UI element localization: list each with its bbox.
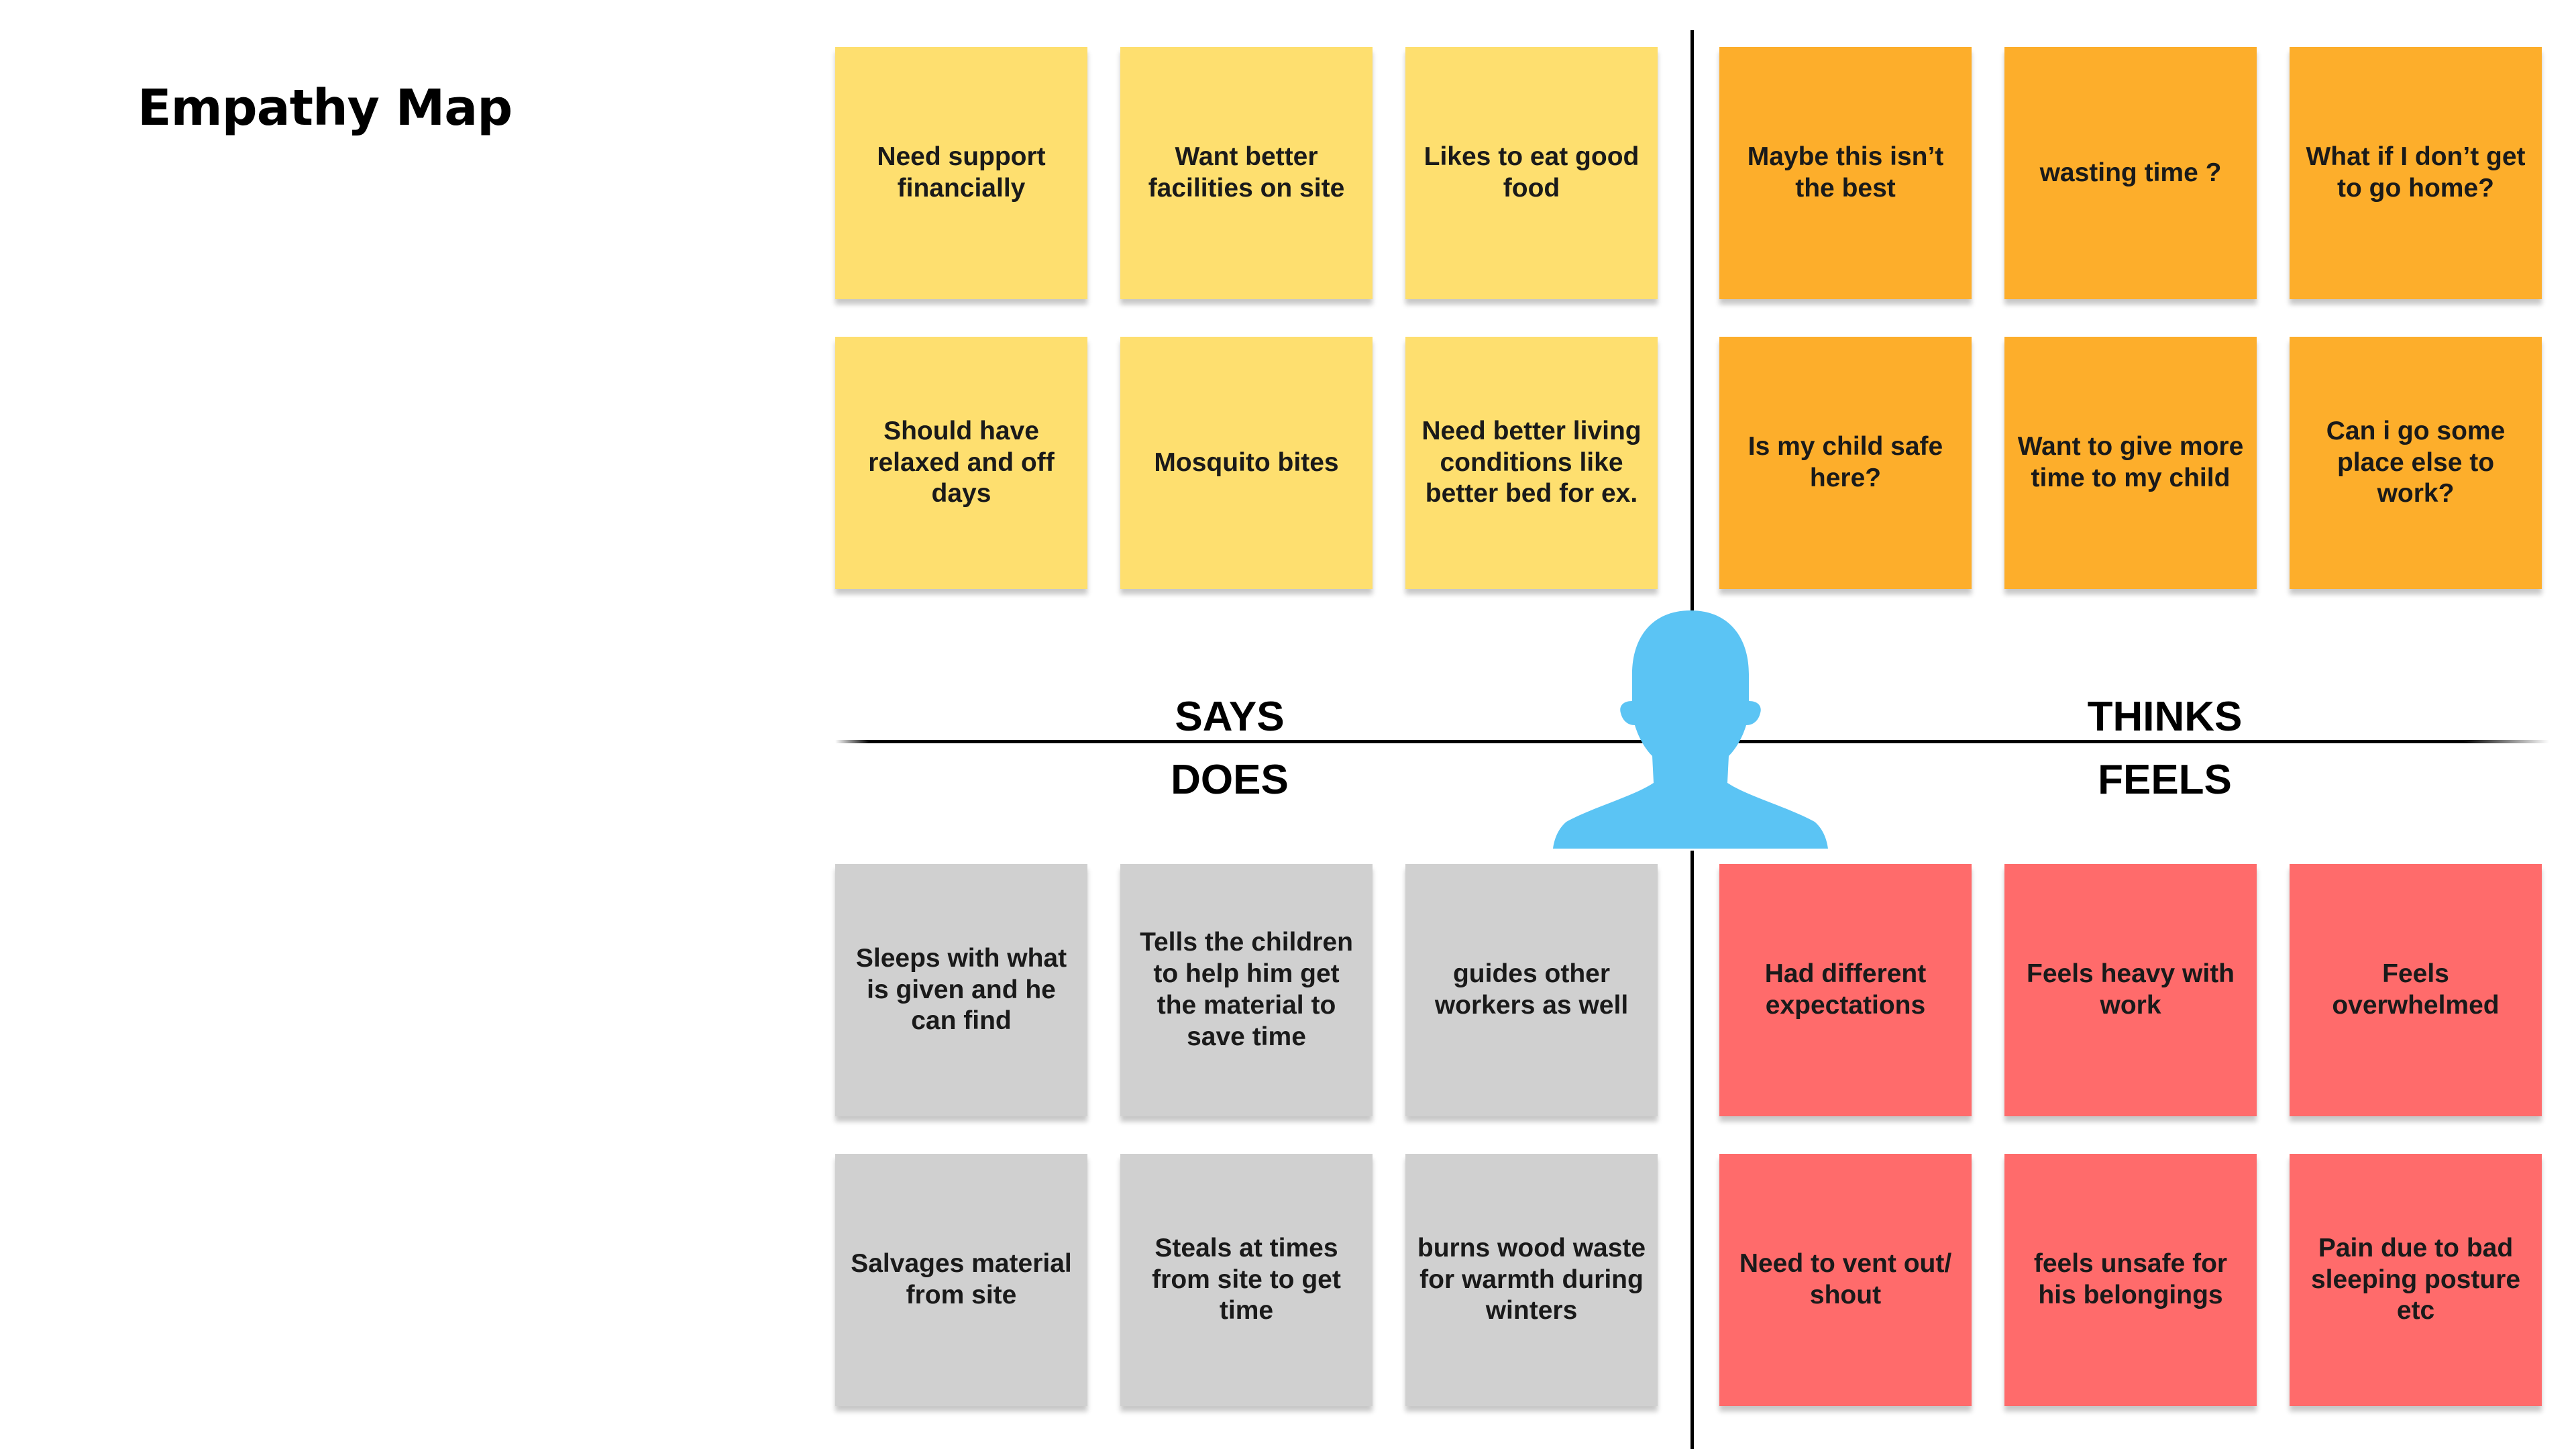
does-note[interactable]: Tells the children to help him get the m… <box>1120 864 1373 1116</box>
feels-note-text: Pain due to bad sleeping posture etc <box>2310 1233 2521 1326</box>
feels-note[interactable]: Need to vent out/ shout <box>1719 1154 1972 1406</box>
does-note[interactable]: Steals at times from site to get time <box>1120 1154 1373 1406</box>
says-note[interactable]: Need better living conditions like bette… <box>1405 337 1658 589</box>
feels-note-text: Feels overwhelmed <box>2332 959 2500 1020</box>
says-note[interactable]: Should have relaxed and off days <box>835 337 1087 589</box>
does-note[interactable]: Sleeps with what is given and he can fin… <box>835 864 1087 1116</box>
feels-note[interactable]: Feels heavy with work <box>2004 864 2257 1116</box>
thinks-note-text: Want to give more time to my child <box>2017 432 2244 492</box>
does-note-text: Tells the children to help him get the m… <box>1140 928 1353 1051</box>
page-title: Empathy Map <box>138 79 513 137</box>
feels-note[interactable]: Feels overwhelmed <box>2290 864 2542 1116</box>
thinks-label: THINKS <box>2087 694 2243 740</box>
thinks-note-text: Maybe this isn’t the best <box>1747 142 1944 203</box>
says-note-text: Mosquito bites <box>1154 447 1339 477</box>
thinks-note[interactable]: What if I don’t get to go home? <box>2290 47 2542 299</box>
feels-note-text: Feels heavy with work <box>2027 959 2235 1020</box>
says-note[interactable]: Likes to eat good food <box>1405 47 1658 299</box>
does-note[interactable]: guides other workers as well <box>1405 864 1658 1116</box>
says-note[interactable]: Mosquito bites <box>1120 337 1373 589</box>
person-silhouette-icon <box>1553 610 1828 849</box>
thinks-note-text: wasting time ? <box>2039 158 2222 187</box>
does-note-text: Steals at times from site to get time <box>1152 1233 1341 1326</box>
says-note-text: Should have relaxed and off days <box>868 416 1055 508</box>
says-note-text: Need better living conditions like bette… <box>1421 416 1642 508</box>
vertical-divider-bottom <box>1690 851 1694 1449</box>
thinks-note[interactable]: Can i go some place else to work? <box>2290 337 2542 589</box>
says-note[interactable]: Need support financially <box>835 47 1087 299</box>
does-note[interactable]: Salvages material from site <box>835 1154 1087 1406</box>
thinks-note-text: What if I don’t get to go home? <box>2306 142 2526 203</box>
thinks-note[interactable]: Maybe this isn’t the best <box>1719 47 1972 299</box>
says-note[interactable]: Want better facilities on site <box>1120 47 1373 299</box>
says-note-text: Likes to eat good food <box>1424 142 1640 203</box>
feels-note[interactable]: Had different expectations <box>1719 864 1972 1116</box>
does-note-text: Sleeps with what is given and he can fin… <box>855 943 1067 1036</box>
does-label: DOES <box>1171 757 1289 803</box>
says-note-text: Need support financially <box>877 142 1046 203</box>
vertical-divider-top <box>1690 30 1694 610</box>
thinks-note[interactable]: Is my child safe here? <box>1719 337 1972 589</box>
thinks-note-text: Is my child safe here? <box>1748 432 1943 492</box>
does-note-text: burns wood waste for warmth during winte… <box>1417 1233 1646 1326</box>
does-note[interactable]: burns wood waste for warmth during winte… <box>1405 1154 1658 1406</box>
feels-note-text: feels unsafe for his belongings <box>2033 1249 2228 1309</box>
does-note-text: Salvages material from site <box>851 1249 1072 1309</box>
does-note-text: guides other workers as well <box>1434 959 1629 1020</box>
says-label: SAYS <box>1175 694 1285 740</box>
feels-note[interactable]: feels unsafe for his belongings <box>2004 1154 2257 1406</box>
feels-label: FEELS <box>2098 757 2232 803</box>
feels-note-text: Need to vent out/ shout <box>1739 1249 1952 1309</box>
thinks-note[interactable]: Want to give more time to my child <box>2004 337 2257 589</box>
feels-note-text: Had different expectations <box>1764 959 1927 1020</box>
thinks-note[interactable]: wasting time ? <box>2004 47 2257 299</box>
thinks-note-text: Can i go some place else to work? <box>2326 416 2506 508</box>
says-note-text: Want better facilities on site <box>1148 142 1345 203</box>
feels-note[interactable]: Pain due to bad sleeping posture etc <box>2290 1154 2542 1406</box>
